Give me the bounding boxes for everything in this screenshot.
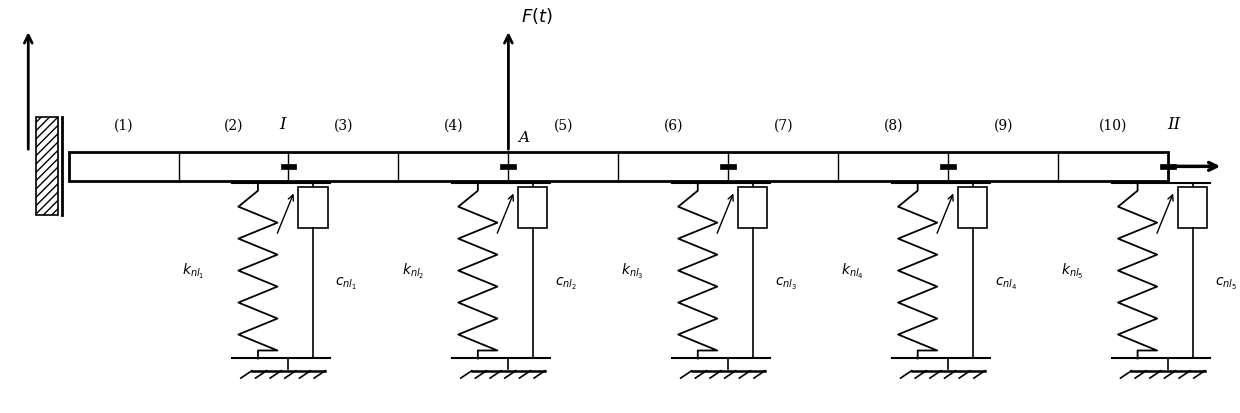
Bar [68,153,1168,181]
Text: $k_{nl_{1}}$: $k_{nl_{1}}$ [182,261,205,280]
Text: $c_{nl_{3}}$: $c_{nl_{3}}$ [775,275,797,291]
Text: (6): (6) [663,119,683,132]
Bar [1178,188,1208,228]
Text: (10): (10) [1099,119,1127,132]
Bar [738,188,768,228]
Bar [1161,164,1176,170]
Text: $c_{nl_{1}}$: $c_{nl_{1}}$ [335,275,357,291]
Text: (4): (4) [444,119,464,132]
Text: II: II [1168,115,1180,132]
Text: $c_{nl_{2}}$: $c_{nl_{2}}$ [554,275,577,291]
Bar [36,118,57,216]
Bar [501,164,516,170]
Text: (9): (9) [993,119,1013,132]
Text: (2): (2) [223,119,243,132]
Text: (5): (5) [553,119,573,132]
Text: (8): (8) [883,119,903,132]
Bar [280,164,296,170]
Text: $k_{nl_{5}}$: $k_{nl_{5}}$ [1061,261,1084,280]
Bar [940,164,956,170]
Text: (7): (7) [774,119,794,132]
Text: A: A [518,131,529,145]
Text: (3): (3) [334,119,353,132]
Bar [299,188,327,228]
Text: $c_{nl_{5}}$: $c_{nl_{5}}$ [1214,275,1236,291]
Bar [720,164,737,170]
Text: $k_{nl_{2}}$: $k_{nl_{2}}$ [402,261,424,280]
Bar [518,188,548,228]
Text: (1): (1) [114,119,134,132]
Text: $c_{nl_{4}}$: $c_{nl_{4}}$ [994,275,1017,291]
Bar [959,188,987,228]
Text: $F(t)$: $F(t)$ [521,6,553,26]
Text: I: I [279,115,285,132]
Text: $k_{nl_{3}}$: $k_{nl_{3}}$ [621,261,644,280]
Text: $k_{nl_{4}}$: $k_{nl_{4}}$ [841,261,864,280]
